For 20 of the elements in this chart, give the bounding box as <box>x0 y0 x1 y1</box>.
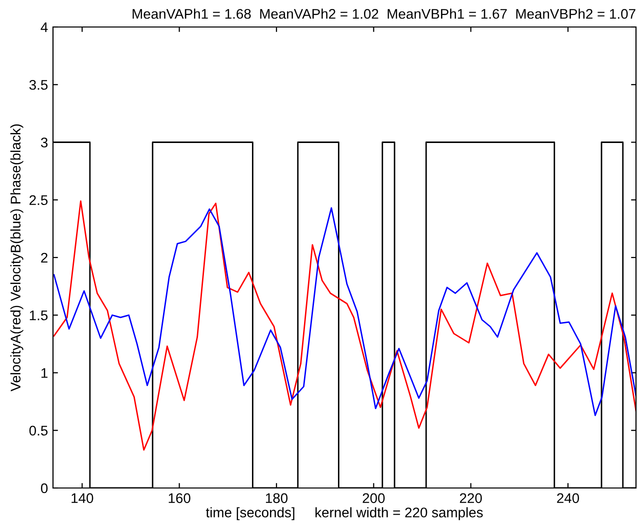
x-tick-label: 220 <box>460 493 482 504</box>
y-tick-label: 1 <box>41 368 48 378</box>
y-tick-label: 1.5 <box>30 310 48 320</box>
line-series <box>53 200 636 451</box>
x-tick-label: 240 <box>557 493 580 504</box>
x-tick-label: 160 <box>168 493 190 504</box>
y-tick-label: 0.5 <box>29 426 48 436</box>
y-tick-label: 2.5 <box>30 195 48 206</box>
line-series <box>53 207 636 416</box>
y-tick-label: 3 <box>40 138 48 148</box>
y-tick-label: 0 <box>40 483 48 494</box>
x-tick-label: 140 <box>72 493 94 504</box>
x-tick-label: 200 <box>362 493 385 504</box>
y-tick-label: 2 <box>41 252 48 263</box>
y-tick-label: 3.5 <box>29 80 48 90</box>
y-axis-title: VelocityA(red) VelocityB(blue) Phase(black) <box>10 124 24 392</box>
x-axis-title: time [seconds] kernel width = 220 samples <box>206 507 483 520</box>
y-tick-label: 4 <box>40 22 48 32</box>
x-tick-label: 180 <box>266 493 288 504</box>
chart-title: MeanVAPh1 = 1.68 MeanVAPh2 = 1.02 MeanVBPh1 = 1.67 MeanVBPh2 = 1.07 <box>132 8 636 19</box>
